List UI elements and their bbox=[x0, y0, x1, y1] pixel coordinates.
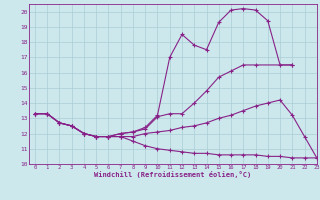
X-axis label: Windchill (Refroidissement éolien,°C): Windchill (Refroidissement éolien,°C) bbox=[94, 171, 252, 178]
